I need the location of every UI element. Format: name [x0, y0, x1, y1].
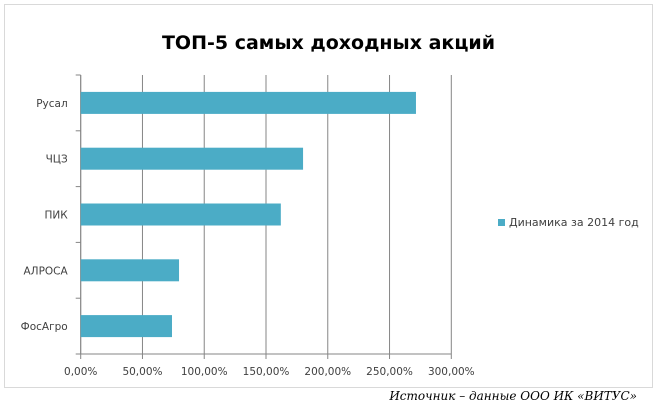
legend-swatch — [498, 219, 505, 226]
x-tick-label: 300,00% — [428, 366, 475, 378]
bar-ПИК — [80, 203, 281, 226]
legend-label: Динамика за 2014 год — [509, 216, 639, 229]
y-tick-label: ЧЦЗ — [46, 154, 68, 166]
source-note: Источник – данные ООО ИК «ВИТУС» — [389, 389, 637, 403]
bar-Русал — [80, 91, 416, 114]
bar-ФосАгро — [80, 315, 172, 338]
x-tick-label: 100,00% — [181, 366, 228, 378]
y-tick-label: ФосАгро — [21, 321, 68, 333]
chart-title: ТОП-5 самых доходных акций — [161, 32, 496, 54]
x-tick-label: 250,00% — [366, 366, 413, 378]
y-tick-label: АЛРОСА — [23, 265, 68, 277]
y-tick-label: Русал — [36, 98, 67, 110]
bar-ЧЦЗ — [80, 147, 304, 170]
x-tick-label: 150,00% — [243, 366, 290, 378]
x-tick-label: 200,00% — [304, 366, 351, 378]
x-tick-label: 50,00% — [122, 366, 162, 378]
x-tick-label: 0,00% — [64, 366, 97, 378]
bar-АЛРОСА — [80, 259, 180, 282]
y-tick-label: ПИК — [44, 210, 68, 222]
legend: Динамика за 2014 год — [498, 216, 639, 229]
